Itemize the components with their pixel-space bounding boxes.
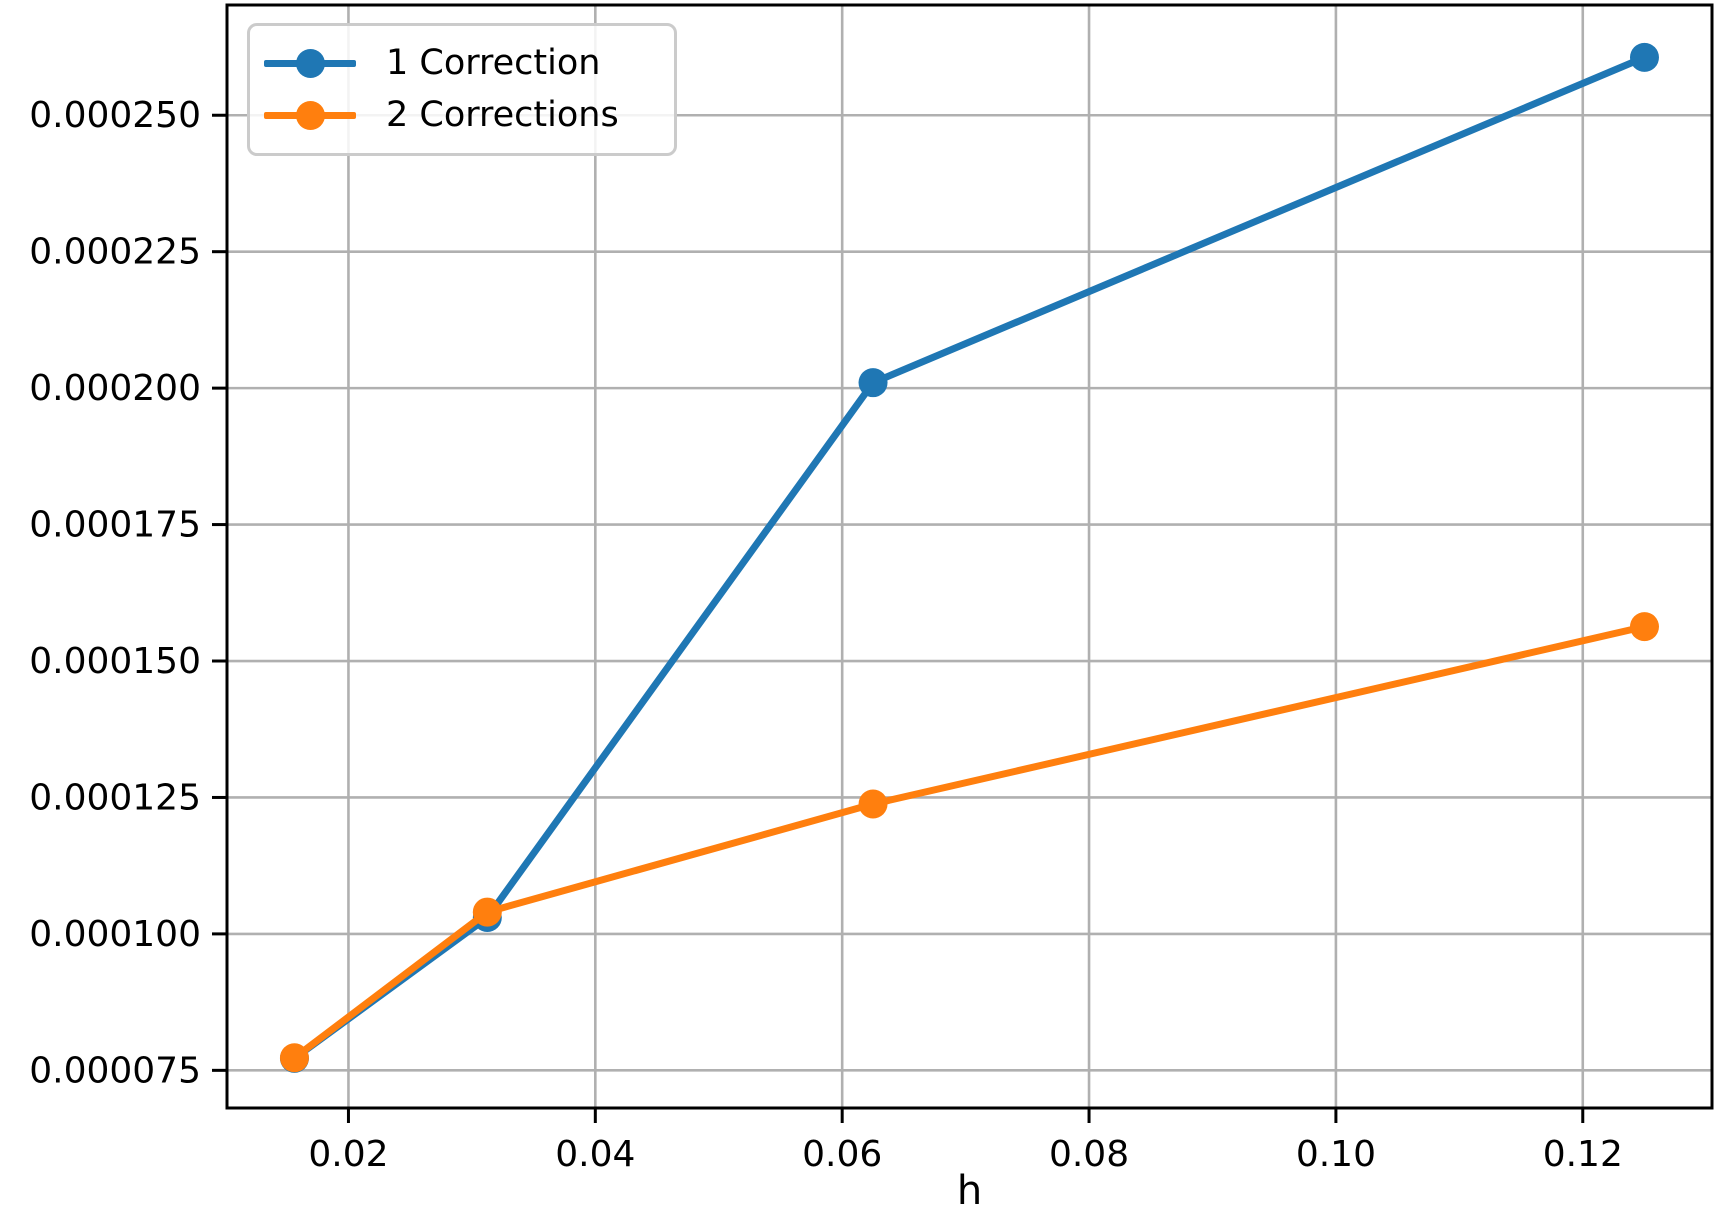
- data-point-marker: [279, 1043, 309, 1073]
- data-point-marker: [472, 897, 502, 927]
- y-tick-label: 0.000175: [29, 505, 201, 546]
- legend-marker-dot-icon: [295, 100, 325, 130]
- data-point-marker: [1629, 612, 1659, 642]
- y-tick-label: 0.000225: [29, 232, 201, 273]
- y-tick-label: 0.000200: [29, 368, 201, 409]
- data-point-marker: [858, 368, 888, 398]
- legend-label: 1 Correction: [386, 43, 601, 84]
- y-tick-label: 0.000100: [29, 914, 201, 955]
- x-tick-label: 0.02: [308, 1134, 388, 1175]
- legend: 1 Correction 2 Corrections: [247, 23, 677, 156]
- y-tick-label: 0.000125: [29, 777, 201, 818]
- x-tick-label: 0.12: [1543, 1134, 1623, 1175]
- axes-spines: [225, 3, 1714, 1110]
- y-tick-label: 0.000150: [29, 641, 201, 682]
- series-line-2-corrections: [290, 623, 1648, 1062]
- y-tick-label: 0.000250: [29, 95, 201, 136]
- x-tick-label: 0.06: [802, 1134, 882, 1175]
- x-tick-label: 0.04: [555, 1134, 635, 1175]
- data-point-marker: [858, 789, 888, 819]
- data-point-marker: [1629, 42, 1659, 72]
- legend-item-2-corrections: 2 Corrections: [264, 94, 674, 135]
- legend-line-marker-sample: [264, 49, 356, 79]
- y-tick-label: 0.000075: [29, 1050, 201, 1091]
- x-axis-label: h: [956, 1168, 983, 1214]
- legend-item-1-correction: 1 Correction: [264, 46, 674, 81]
- legend-marker-dot-icon: [295, 49, 325, 79]
- legend-line-marker-sample: [264, 100, 356, 130]
- legend-label: 2 Corrections: [386, 94, 619, 135]
- x-tick-label: 0.08: [1049, 1134, 1129, 1175]
- x-tick-label: 0.10: [1296, 1134, 1376, 1175]
